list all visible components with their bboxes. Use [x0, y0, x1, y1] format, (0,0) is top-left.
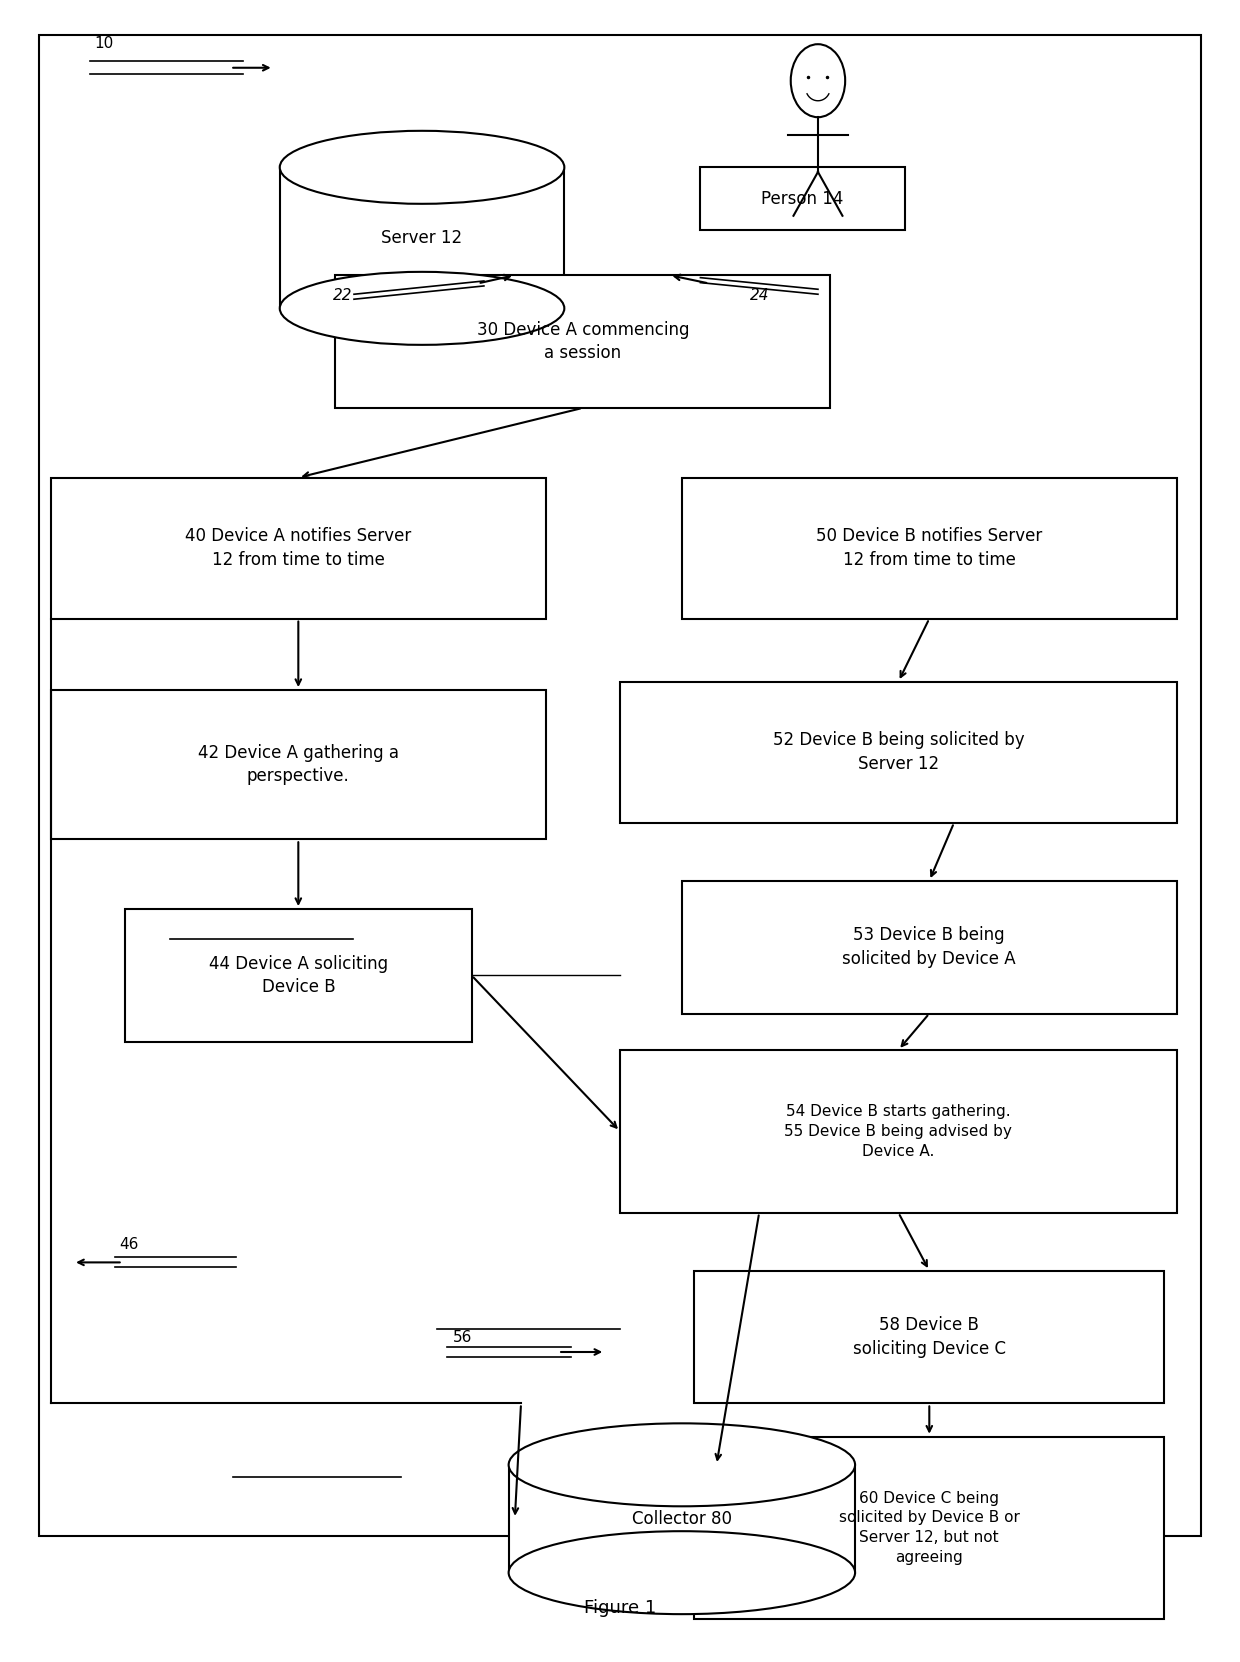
Bar — [620, 1050, 1177, 1213]
Text: 52 Device B being solicited by
Server 12: 52 Device B being solicited by Server 12 — [773, 731, 1024, 773]
Text: 10: 10 — [94, 37, 113, 52]
Text: Person 14: Person 14 — [761, 189, 843, 208]
Text: 30 Device A commencing
a session: 30 Device A commencing a session — [476, 321, 689, 362]
Bar — [694, 1436, 1164, 1619]
Text: 22: 22 — [334, 288, 352, 302]
Text: 58 Device B
soliciting Device C: 58 Device B soliciting Device C — [853, 1316, 1006, 1358]
Bar — [682, 881, 1177, 1014]
Bar — [51, 690, 546, 839]
Ellipse shape — [508, 1423, 856, 1506]
Bar — [620, 681, 1177, 823]
Text: 42 Device A gathering a
perspective.: 42 Device A gathering a perspective. — [198, 745, 399, 786]
Ellipse shape — [280, 131, 564, 204]
Bar — [336, 276, 831, 407]
Bar — [701, 168, 904, 231]
Text: 24: 24 — [750, 288, 769, 302]
Text: 54 Device B starts gathering.
55 Device B being advised by
Device A.: 54 Device B starts gathering. 55 Device … — [785, 1104, 1012, 1158]
Text: 40 Device A notifies Server
12 from time to time: 40 Device A notifies Server 12 from time… — [185, 527, 412, 568]
Polygon shape — [508, 1464, 856, 1572]
Bar — [125, 909, 471, 1042]
Text: Figure 1: Figure 1 — [584, 1599, 656, 1617]
Polygon shape — [280, 168, 564, 309]
Bar — [682, 477, 1177, 618]
Text: Server 12: Server 12 — [382, 229, 463, 248]
Bar — [694, 1271, 1164, 1403]
Ellipse shape — [508, 1531, 856, 1614]
Text: 60 Device C being
solicited by Device B or
Server 12, but not
agreeing: 60 Device C being solicited by Device B … — [839, 1491, 1019, 1566]
Text: 53 Device B being
solicited by Device A: 53 Device B being solicited by Device A — [842, 926, 1016, 967]
Text: 50 Device B notifies Server
12 from time to time: 50 Device B notifies Server 12 from time… — [816, 527, 1043, 568]
Text: Collector 80: Collector 80 — [632, 1509, 732, 1527]
Bar — [51, 477, 546, 618]
Text: 46: 46 — [119, 1237, 139, 1251]
Ellipse shape — [280, 273, 564, 344]
Text: 56: 56 — [453, 1330, 472, 1345]
Text: 44 Device A soliciting
Device B: 44 Device A soliciting Device B — [208, 954, 388, 996]
